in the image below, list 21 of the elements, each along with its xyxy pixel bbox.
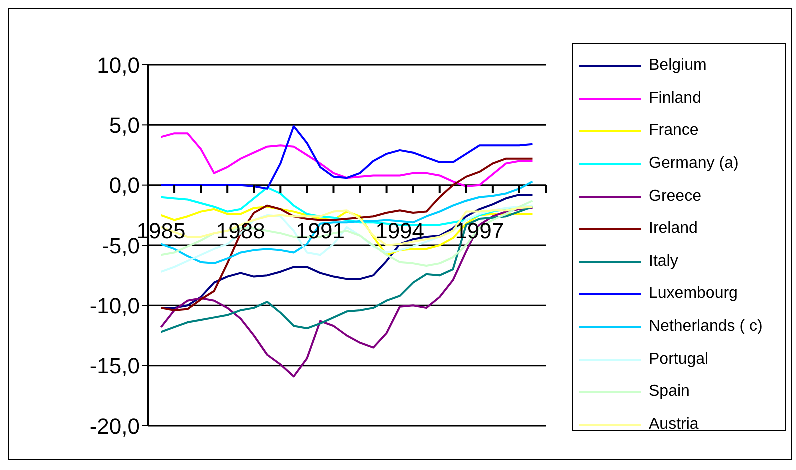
x-tick-label: 1994 xyxy=(376,218,425,244)
legend-label: Austria xyxy=(649,416,699,434)
y-tick-label: -5,0 xyxy=(102,233,140,258)
legend-label: Germany (a) xyxy=(649,155,739,174)
x-tick-label: 1988 xyxy=(216,218,266,244)
y-tick-label: 10,0 xyxy=(97,52,140,78)
legend-label: Spain xyxy=(649,383,690,402)
legend-label: Finland xyxy=(649,90,702,108)
y-tick-label: 5,0 xyxy=(109,112,140,138)
legend-label: France xyxy=(649,122,699,140)
y-tick-label: -20,0 xyxy=(90,414,140,439)
y-tick-label: -10,0 xyxy=(90,293,140,318)
legend-label: Ireland xyxy=(649,220,698,238)
legend-label: Greece xyxy=(649,188,702,206)
legend-label: Portugal xyxy=(649,350,709,369)
legend-label: Netherlands ( c) xyxy=(649,318,763,336)
y-tick-label: -15,0 xyxy=(90,354,140,379)
y-tick-label: 0,0 xyxy=(109,173,140,198)
legend-label: Italy xyxy=(649,252,678,271)
legend-label: Belgium xyxy=(649,57,707,76)
legend-label: Luxembourg xyxy=(649,285,738,304)
